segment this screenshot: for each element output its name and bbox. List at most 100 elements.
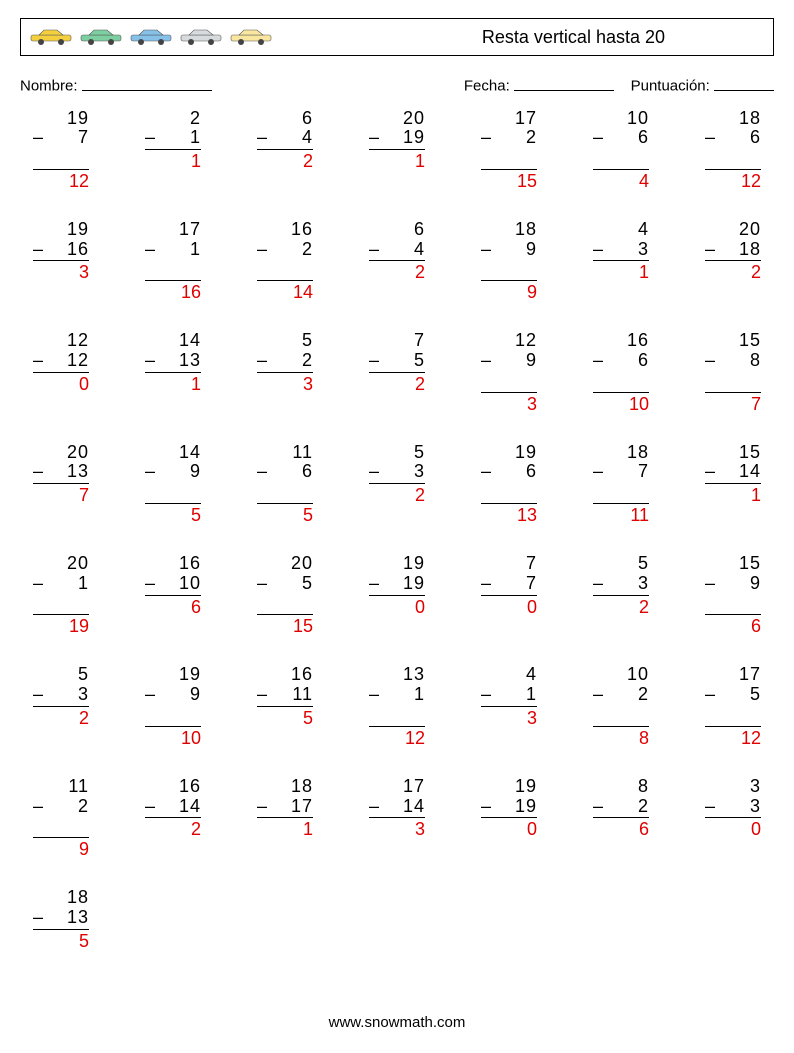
answer: 1 (145, 373, 201, 395)
subtraction-problem: 16–106 (145, 554, 201, 637)
minuend: 4 (638, 220, 649, 240)
answer: 12 (369, 727, 425, 749)
minus-sign: – (257, 128, 271, 148)
minuend: 10 (627, 109, 649, 129)
car-icons-row (29, 28, 273, 46)
subtraction-problem: 12– 93 (481, 331, 537, 414)
subtrahend: 14 (739, 462, 761, 482)
subtraction-problem: 19–190 (481, 777, 537, 860)
answer: 4 (593, 170, 649, 192)
minus-sign: – (145, 462, 159, 502)
footer-url: www.snowmath.com (0, 1014, 794, 1031)
answer: 2 (369, 373, 425, 395)
answer: 5 (33, 930, 89, 952)
subtraction-problem: 14–131 (145, 331, 201, 414)
minuend: 20 (739, 220, 761, 240)
minuend: 18 (739, 109, 761, 129)
subtraction-problem: 3–30 (705, 777, 761, 860)
minus-sign: – (145, 240, 159, 280)
subtraction-problem: 5–23 (257, 331, 313, 414)
score-label: Puntuación: (631, 78, 710, 95)
minus-sign: – (705, 128, 719, 168)
answer: 3 (33, 261, 89, 283)
minuend: 19 (515, 777, 537, 797)
subtrahend: 13 (67, 462, 89, 482)
subtrahend: 12 (67, 351, 89, 371)
minuend: 17 (515, 109, 537, 129)
minus-sign: – (705, 462, 719, 482)
minuend: 5 (78, 665, 89, 685)
subtrahend: 18 (739, 240, 761, 260)
subtrahend: 3 (78, 685, 89, 705)
minuend: 12 (67, 331, 89, 351)
date-label: Fecha: (464, 78, 510, 95)
answer: 2 (593, 596, 649, 618)
minus-sign: – (369, 685, 383, 725)
answer: 8 (593, 727, 649, 749)
subtrahend: 2 (78, 797, 89, 837)
answer: 0 (33, 373, 89, 395)
date-blank (514, 76, 614, 91)
score-blank (714, 76, 774, 91)
subtraction-problem: 11– 65 (257, 443, 313, 526)
minuend: 17 (179, 220, 201, 240)
car-icon (229, 28, 273, 46)
subtraction-problem: 14– 95 (145, 443, 201, 526)
minus-sign: – (33, 908, 47, 928)
answer: 2 (369, 261, 425, 283)
minus-sign: – (481, 685, 495, 705)
subtrahend: 1 (414, 685, 425, 725)
minus-sign: – (481, 462, 495, 502)
subtrahend: 6 (750, 128, 761, 168)
minus-sign: – (705, 797, 719, 817)
answer: 0 (705, 818, 761, 840)
minuend: 4 (526, 665, 537, 685)
subtraction-problem: 13– 112 (369, 665, 425, 748)
subtraction-problem: 16–115 (257, 665, 313, 748)
minus-sign: – (705, 240, 719, 260)
subtraction-problem: 5–32 (593, 554, 649, 637)
subtraction-problem: 16–142 (145, 777, 201, 860)
minuend: 20 (291, 554, 313, 574)
subtraction-problem: 15– 87 (705, 331, 761, 414)
minus-sign: – (33, 797, 47, 837)
minus-sign: – (33, 685, 47, 705)
subtraction-problem: 7–70 (481, 554, 537, 637)
minuend: 11 (292, 443, 313, 463)
answer: 11 (593, 504, 649, 526)
subtraction-problem: 6–42 (257, 109, 313, 192)
subtraction-problem: 17– 512 (705, 665, 761, 748)
subtrahend: 9 (750, 574, 761, 614)
answer: 3 (369, 818, 425, 840)
minus-sign: – (593, 351, 607, 391)
car-icon (79, 28, 123, 46)
minus-sign: – (369, 462, 383, 482)
car-icon (29, 28, 73, 46)
subtraction-problem: 11– 29 (33, 777, 89, 860)
subtrahend: 2 (302, 351, 313, 371)
answer: 0 (369, 596, 425, 618)
minus-sign: – (145, 797, 159, 817)
minus-sign: – (145, 128, 159, 148)
answer: 1 (145, 150, 201, 172)
answer: 7 (705, 393, 761, 415)
minus-sign: – (705, 574, 719, 614)
minuend: 16 (179, 777, 201, 797)
subtrahend: 5 (302, 574, 313, 614)
answer: 2 (369, 484, 425, 506)
minuend: 5 (414, 443, 425, 463)
minuend: 5 (302, 331, 313, 351)
subtrahend: 3 (638, 574, 649, 594)
minus-sign: – (481, 574, 495, 594)
subtrahend: 14 (179, 797, 201, 817)
answer: 5 (257, 707, 313, 729)
minuend: 5 (638, 554, 649, 574)
answer: 5 (145, 504, 201, 526)
subtrahend: 1 (526, 685, 537, 705)
minuend: 17 (403, 777, 425, 797)
minuend: 13 (403, 665, 425, 685)
minus-sign: – (481, 797, 495, 817)
minuend: 15 (739, 331, 761, 351)
minus-sign: – (593, 462, 607, 502)
subtraction-problem: 10– 64 (593, 109, 649, 192)
